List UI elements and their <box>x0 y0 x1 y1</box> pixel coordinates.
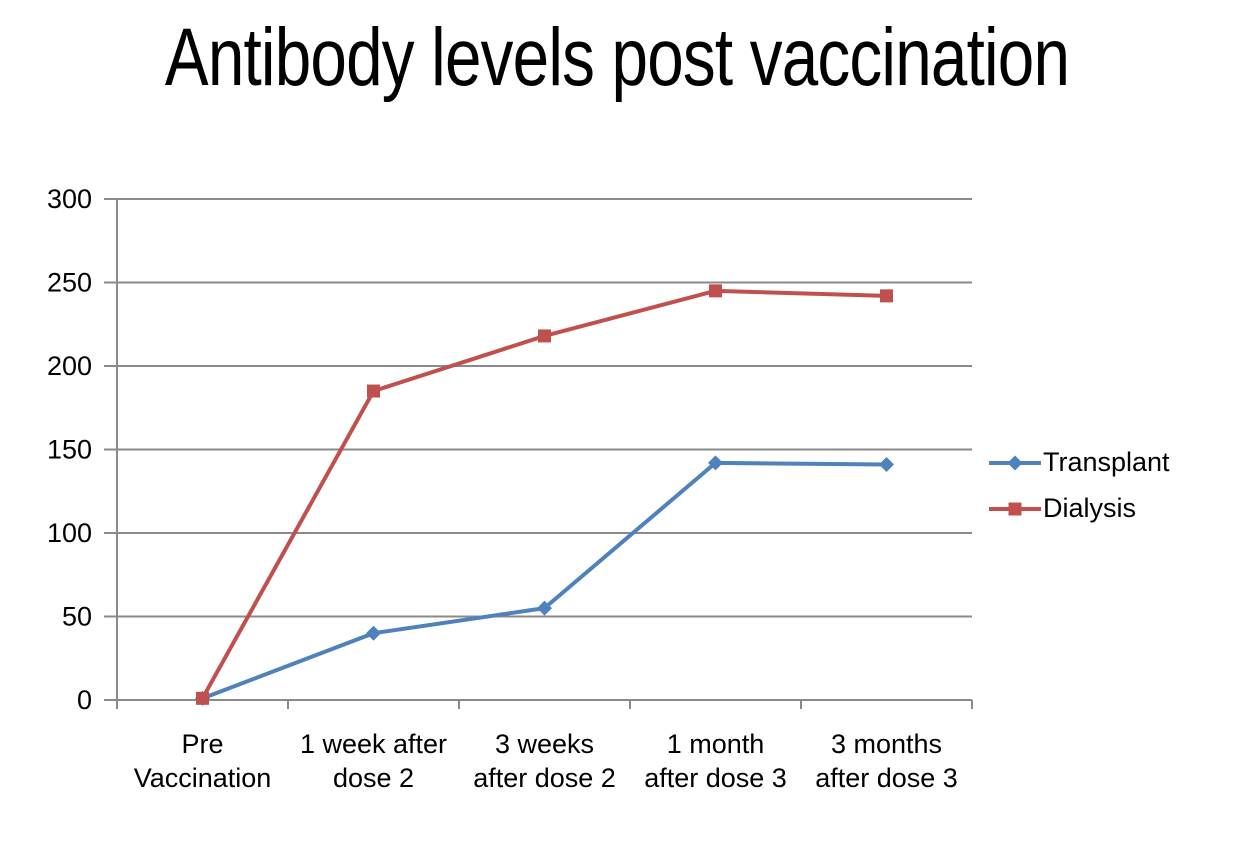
y-tick-label: 50 <box>62 602 92 632</box>
transplant-line-diamond-icon <box>989 455 1041 470</box>
legend-label-transplant: Transplant <box>1043 447 1170 477</box>
category-label-line: 1 week after <box>300 729 447 759</box>
y-tick-label: 250 <box>47 268 92 298</box>
category-label-line: dose 2 <box>333 763 414 793</box>
chart-title: Antibody levels post vaccination <box>164 12 1070 103</box>
data-marker-dialysis <box>880 289 893 303</box>
legend-item-transplant: Transplant <box>989 447 1170 478</box>
y-tick-label: 0 <box>77 685 92 715</box>
y-tick-label: 200 <box>47 351 92 381</box>
category-label-line: 3 weeks <box>495 729 594 759</box>
data-marker-transplant <box>537 600 552 616</box>
transplant-legend-marker <box>1007 455 1023 470</box>
y-tick-label: 150 <box>47 435 92 465</box>
y-tick-label: 300 <box>47 184 92 214</box>
series-line-dialysis <box>200 288 887 700</box>
category-label-line: after dose 3 <box>644 763 787 793</box>
dialysis-legend-marker <box>1008 502 1022 515</box>
category-label-line: after dose 3 <box>815 763 958 793</box>
legend: Transplant Dialysis <box>989 447 1170 524</box>
category-label-line: Vaccination <box>134 763 272 793</box>
y-tick-label: 100 <box>47 518 92 548</box>
data-marker-dialysis <box>709 284 722 298</box>
legend-label-dialysis: Dialysis <box>1043 493 1137 523</box>
data-marker-transplant <box>879 457 894 473</box>
data-marker-transplant <box>366 625 381 641</box>
dialysis-line-square-icon <box>989 502 1041 515</box>
category-label-line: 1 month <box>667 729 765 759</box>
category-label-line: 3 months <box>831 729 942 759</box>
data-marker-dialysis <box>538 329 551 343</box>
data-marker-dialysis <box>196 691 209 705</box>
category-label-line: Pre <box>181 729 223 759</box>
data-marker-transplant <box>708 455 723 471</box>
data-marker-dialysis <box>367 384 380 398</box>
category-label-line: after dose 2 <box>473 763 616 793</box>
series-line-transplant <box>201 460 887 701</box>
legend-item-dialysis: Dialysis <box>989 493 1170 524</box>
